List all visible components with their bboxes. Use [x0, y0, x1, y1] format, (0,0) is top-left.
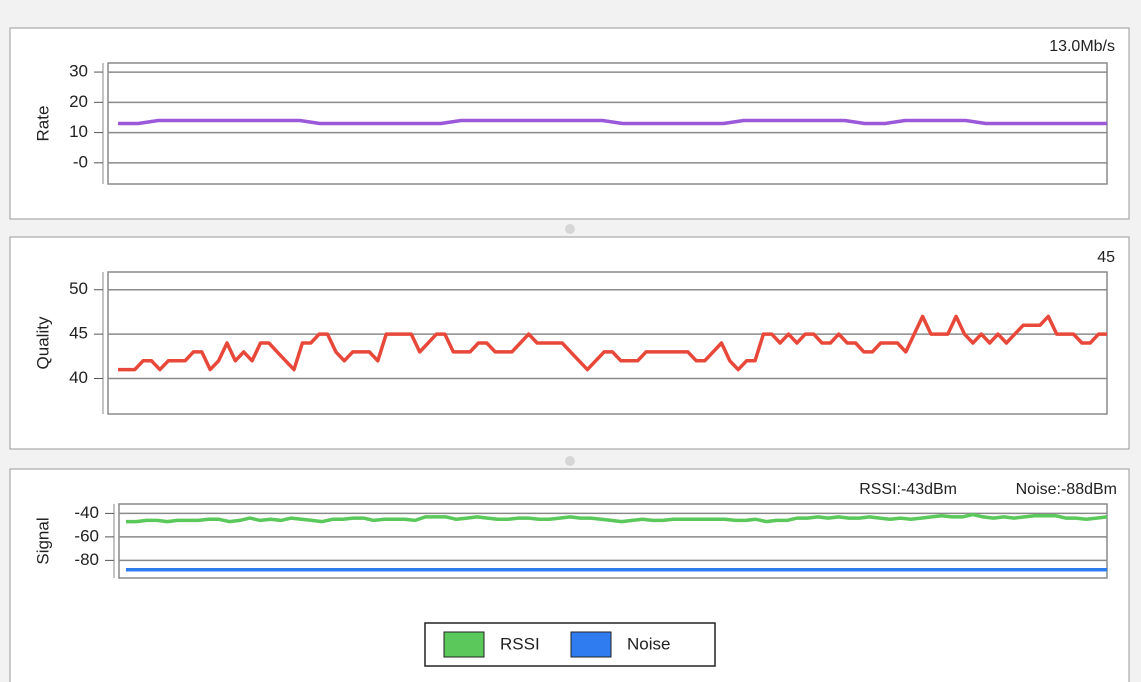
y-tick-label: -40 — [74, 503, 99, 522]
y-axis-label: Rate — [33, 106, 52, 142]
y-tick-label: -0 — [73, 152, 88, 171]
y-tick-label: -80 — [74, 550, 99, 569]
series-line — [118, 314, 1107, 372]
current-value: RSSI:-43dBm — [859, 481, 957, 498]
current-value: 13.0Mb/s — [1049, 38, 1115, 55]
legend-swatch — [443, 631, 485, 658]
current-value: Noise:-88dBm — [1016, 481, 1117, 498]
legend-label: Noise — [627, 634, 670, 653]
y-tick-label: 45 — [69, 324, 88, 343]
current-value: 45 — [1097, 249, 1115, 266]
legend-label: RSSI — [500, 634, 540, 653]
legend-swatch — [570, 631, 612, 658]
splitter[interactable] — [565, 456, 575, 466]
y-tick-label: 30 — [69, 62, 88, 81]
y-tick-label: 40 — [69, 368, 88, 387]
series-line — [118, 118, 1107, 126]
y-tick-label: -60 — [74, 526, 99, 545]
plot-area — [107, 271, 1108, 415]
y-tick-label: 10 — [69, 122, 88, 141]
plot-area — [118, 503, 1108, 579]
y-axis-label: Quality — [33, 316, 52, 369]
y-tick-label: 50 — [69, 279, 88, 298]
plot-area — [107, 62, 1108, 185]
y-tick-label: 20 — [69, 92, 88, 111]
series-line — [126, 512, 1108, 524]
splitter[interactable] — [565, 224, 575, 234]
y-axis-label: Signal — [33, 517, 52, 564]
